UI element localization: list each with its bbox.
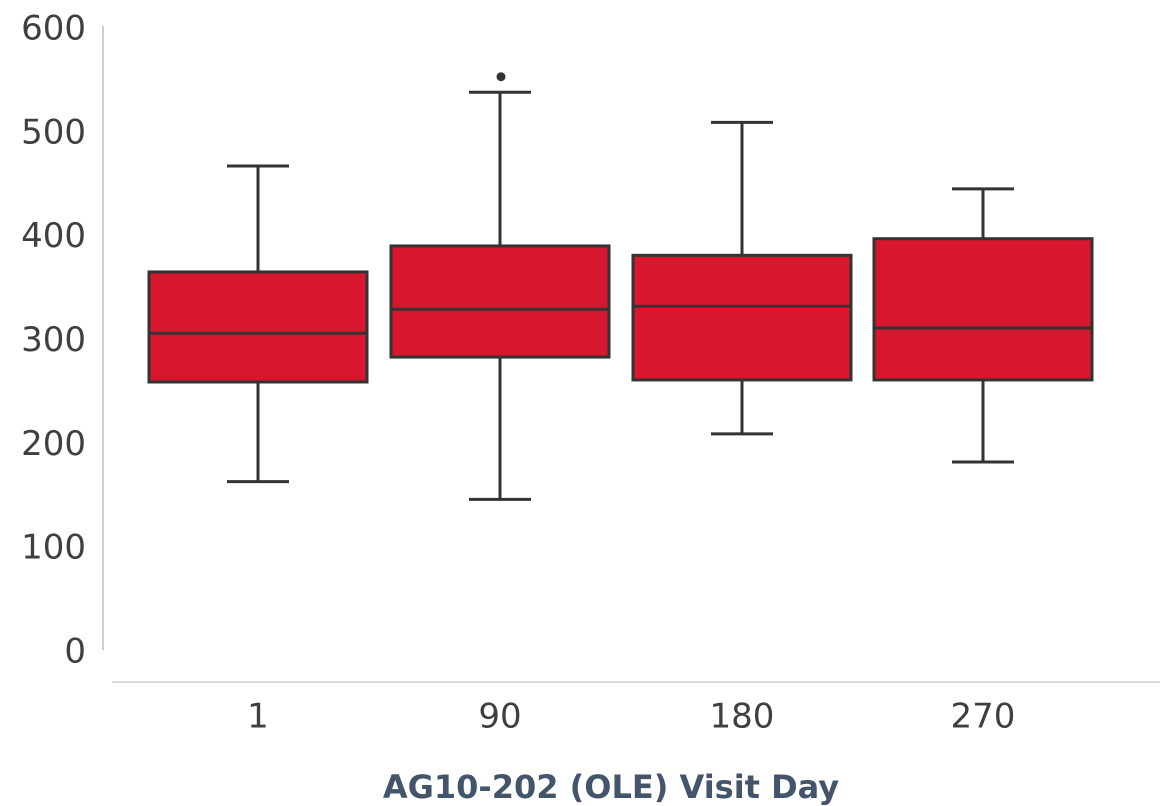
y-tick-label: 600: [21, 9, 86, 49]
x-tick-label: 1: [247, 697, 269, 737]
y-tick-label: 100: [21, 528, 86, 568]
y-tick-label: 0: [64, 632, 86, 672]
iqr-box: [389, 244, 611, 359]
y-axis-tick-labels: 0 100 200 300 400 500 600: [21, 9, 86, 672]
outlier-point: [496, 72, 506, 82]
x-tick-label: 90: [478, 697, 521, 737]
x-tick-label: 180: [710, 697, 775, 737]
x-axis-title: AG10-202 (OLE) Visit Day: [383, 768, 839, 806]
box-180: [631, 120, 853, 436]
box-90: [389, 72, 611, 501]
x-tick-label: 270: [951, 697, 1016, 737]
y-tick-label: 300: [21, 320, 86, 360]
y-tick-label: 200: [21, 424, 86, 464]
iqr-box: [147, 270, 369, 384]
box-270: [872, 187, 1094, 464]
y-tick-label: 400: [21, 216, 86, 256]
box-1: [147, 164, 369, 484]
iqr-box: [872, 237, 1094, 382]
x-axis-tick-labels: 1 90 180 270: [247, 697, 1015, 737]
y-tick-label: 500: [21, 112, 86, 152]
iqr-box: [631, 253, 853, 382]
box-series: [147, 72, 1094, 501]
